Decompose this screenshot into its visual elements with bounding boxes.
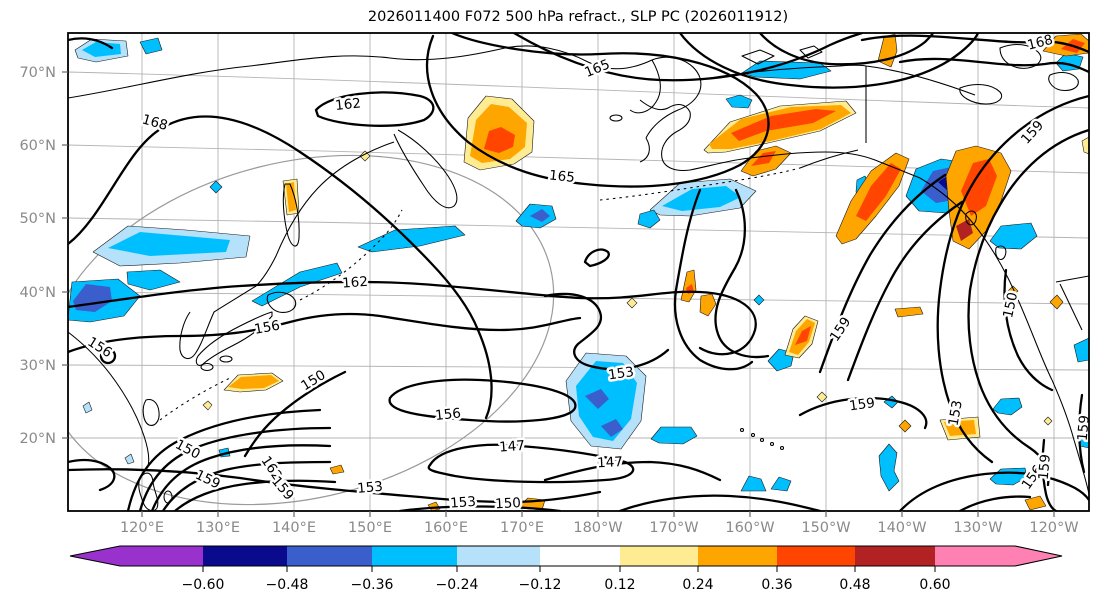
contour-label: 153	[357, 479, 384, 497]
contour-label: 156	[434, 405, 461, 424]
colorbar-tick-label: −0.12	[519, 577, 562, 593]
y-tick-label: 60°N	[19, 138, 56, 154]
y-tick-label: 40°N	[19, 285, 56, 301]
graticule-gridlines	[68, 33, 1089, 511]
colorbar-tick-label: 0.48	[839, 577, 870, 593]
x-tick-label: 170°W	[649, 520, 698, 536]
contour-label: 162	[342, 274, 369, 292]
colorbar-tick-label: 0.24	[682, 577, 713, 593]
colorbar-segment	[540, 546, 620, 566]
x-tick-label: 130°E	[196, 520, 240, 536]
y-tick-label: 30°N	[19, 358, 56, 374]
x-tick-label: 150°W	[801, 520, 850, 536]
x-tick-label: 120°E	[120, 520, 164, 536]
contour-label: 153	[450, 494, 477, 512]
colorbar-tick-label: 0.36	[761, 577, 792, 593]
colorbar-tick-label: −0.60	[182, 577, 225, 593]
colorbar-segment	[372, 546, 457, 566]
colorbar-tick-label: −0.36	[351, 577, 394, 593]
contour-label: 150	[495, 495, 522, 512]
colorbar-segment	[698, 546, 777, 566]
contour-label: 147	[597, 454, 624, 471]
colorbar-tick-label: −0.48	[266, 577, 309, 593]
contour-label: 147	[499, 438, 526, 456]
x-tick-label: 180°W	[573, 520, 622, 536]
colorbar-segment	[620, 546, 698, 566]
plot-frame	[67, 32, 1090, 512]
contour-label: 159	[1036, 454, 1054, 481]
parallel-gridline	[68, 71, 1089, 109]
page-title: 2026011400 F072 500 hPa refract., SLP PC…	[368, 9, 788, 25]
colorbar-right-arrow	[1015, 546, 1062, 566]
contour-lines	[68, 33, 1089, 511]
y-tick-label: 50°N	[19, 211, 56, 227]
colorbar-segment	[777, 546, 855, 566]
contour-label: 159	[1075, 415, 1093, 442]
colorbar-segment	[935, 546, 1015, 566]
y-tick-label: 20°N	[19, 431, 56, 447]
colorbar-outline	[69, 545, 1063, 567]
colorbar: −0.60 −0.48 −0.36 −0.24 −0.12 0.12 0.24 0.36 0.4…	[69, 545, 1063, 593]
colorbar-tick-label: 0.60	[919, 577, 950, 593]
contour-label: 162	[334, 95, 361, 114]
x-tick-label: 130°W	[953, 520, 1002, 536]
colorbar-segment	[203, 546, 287, 566]
shading-anomaly-patches	[68, 33, 1089, 511]
x-tick-label: 120°W	[1029, 520, 1078, 536]
x-axis: 120°E 130°E 140°E 150°E 160°E 170°E 180°W 170°W…	[120, 511, 1079, 536]
plot-background	[68, 33, 1089, 511]
colorbar-left-arrow	[70, 546, 120, 566]
domain-circle	[68, 154, 555, 506]
x-tick-label: 140°E	[272, 520, 316, 536]
colorbar-segment	[457, 546, 540, 566]
colorbar-segment	[120, 546, 203, 566]
contour-label: 165	[548, 167, 575, 186]
colorbar-tick-label: −0.24	[436, 577, 479, 593]
colorbar-segment	[287, 546, 372, 566]
x-tick-label: 140°W	[877, 520, 926, 536]
x-tick-label: 160°E	[424, 520, 468, 536]
x-tick-label: 160°W	[725, 520, 774, 536]
colorbar-tick-label: 0.12	[604, 577, 635, 593]
y-tick-label: 70°N	[19, 65, 56, 81]
x-tick-label: 150°E	[348, 520, 392, 536]
y-axis: 70°N 60°N 50°N 40°N 30°N 20°N	[19, 65, 68, 447]
colorbar-segment	[855, 546, 935, 566]
x-tick-label: 170°E	[500, 520, 544, 536]
contour-label: 153	[946, 399, 966, 427]
